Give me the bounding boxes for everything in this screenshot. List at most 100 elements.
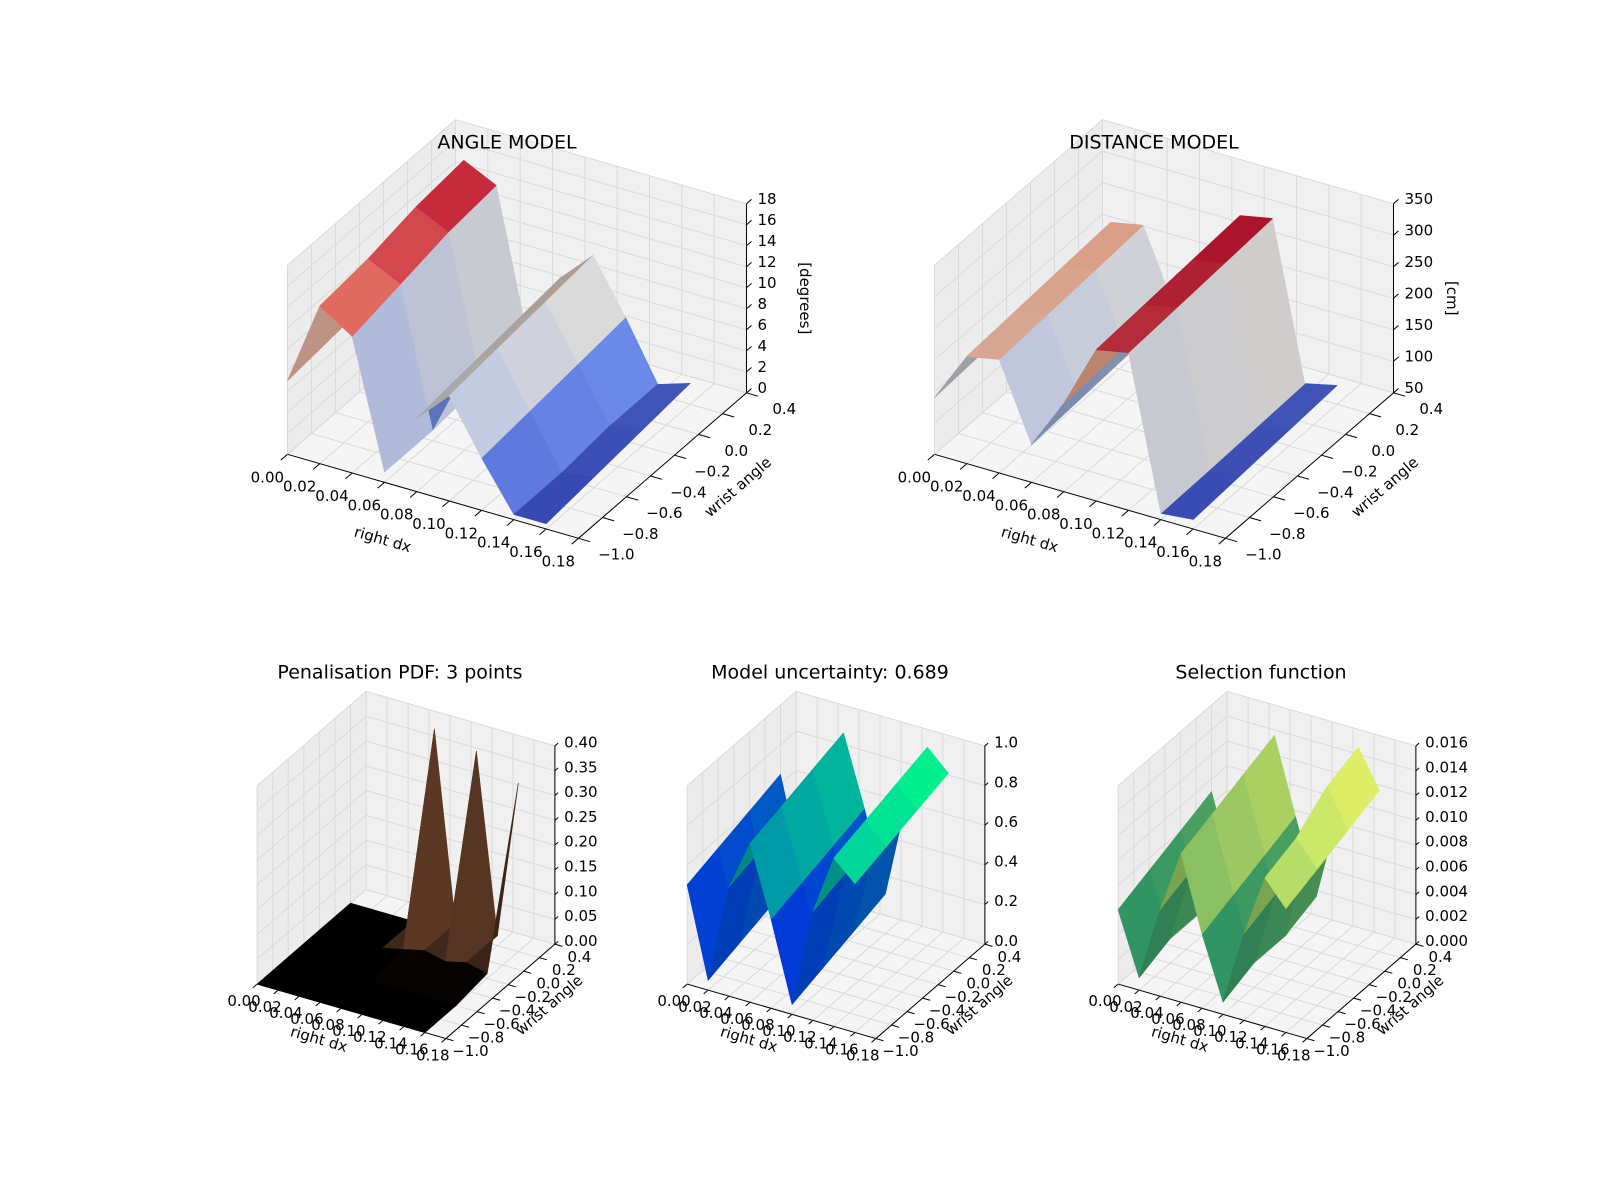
grid-line [256,715,556,811]
grid-line [256,839,556,935]
x-tick-label: 0.10 [332,1022,365,1040]
y-tick-label: −0.8 [1329,1029,1365,1047]
tick-mark [1239,1020,1245,1025]
x-axis-line [686,983,877,1040]
x-tick-label: 0.04 [962,487,995,505]
x-tick-label: 0.08 [1027,506,1060,524]
grid-line [934,213,1394,361]
tick-mark [938,984,946,988]
z-tick-label: 0.40 [564,734,597,752]
surface-facet [966,311,1048,360]
tick-mark [1415,841,1420,846]
surface-facet [749,806,803,920]
tick-mark [554,940,559,945]
tick-mark [1197,1007,1203,1013]
tick-mark [554,792,559,796]
tick-mark [539,528,547,536]
x-tick-label: 0.06 [720,1010,753,1028]
x-tick-label: 0.04 [269,1004,302,1022]
x-tick-label: 0.16 [509,543,542,561]
grid-line [934,150,1394,298]
tick-mark [476,1011,485,1015]
tick-mark [312,463,321,470]
tick-mark [554,817,559,821]
surface-facet [833,820,887,885]
tick-mark [602,517,615,522]
z-tick-label: 250 [1405,253,1434,271]
y-tick-label: 0.4 [772,400,796,418]
z-tick-label: 0.016 [1425,734,1468,752]
tick-mark [1393,388,1399,394]
tick-mark [891,1024,900,1028]
y-tick-label: 0.2 [982,961,1006,979]
tick-mark [984,940,989,945]
surface-facet [1264,838,1318,909]
x-tick-label: 0.02 [248,998,281,1016]
x-tick-label: 0.12 [353,1028,386,1046]
tick-mark [1393,356,1399,362]
z-tick-label: 0.2 [994,892,1018,910]
tick-mark [766,1007,772,1013]
chart-title: DISTANCE MODEL [1069,132,1239,154]
tick-mark [1306,1038,1315,1042]
x-tick-label: 0.06 [348,496,381,514]
tick-mark [1415,767,1420,772]
tick-mark [1369,984,1377,988]
z-tick-label: 0.004 [1425,882,1468,900]
x-tick-label: 0.14 [374,1034,407,1052]
tick-mark [1260,1026,1266,1031]
tick-mark [808,1020,814,1025]
tick-mark [724,995,730,1001]
tick-mark [1393,325,1399,331]
tick-mark [1415,792,1420,796]
x-tick-label: 0.04 [315,487,348,505]
x-tick-label: 0.02 [930,478,963,496]
tick-mark [280,453,288,461]
surface-facet [319,258,401,337]
grid-line [256,814,556,911]
x-tick-label: 0.06 [995,496,1028,514]
tick-mark [984,742,989,747]
y-tick-label: −0.4 [929,1002,965,1020]
x-tick-label: 0.00 [1088,992,1121,1010]
tick-mark [1393,230,1399,236]
tick-mark [461,1024,470,1028]
tick-mark [1415,916,1420,920]
tick-mark [745,1001,751,1007]
tick-mark [984,901,989,905]
tick-mark [906,1011,915,1015]
tick-mark [315,1001,321,1007]
x-tick-label: 0.04 [699,1004,732,1022]
z-tick-label: 0.0 [994,932,1018,950]
y-tick-label: 0.0 [1397,975,1421,993]
tick-mark [1218,537,1226,545]
tick-mark [1218,1013,1224,1019]
z-tick-label: 350 [1405,190,1434,208]
x-tick-label: 0.16 [395,1040,428,1058]
y-tick-label: 0.4 [568,948,592,966]
tick-mark [984,861,989,866]
z-tick-label: 0.6 [994,813,1018,831]
chart-title: ANGLE MODEL [437,132,577,154]
x-tick-label: 0.08 [380,506,413,524]
z-tick-label: 0.4 [994,853,1018,871]
tick-mark [746,219,752,226]
tick-mark [445,1038,454,1042]
tick-mark [1322,1024,1331,1028]
z-tick-label: 0.014 [1425,758,1468,776]
tick-mark [682,983,688,989]
tick-mark [1297,475,1310,480]
tick-mark [523,970,532,974]
tick-mark [746,240,752,247]
tick-mark [252,983,258,989]
tick-mark [1393,198,1399,205]
y-tick-label: −0.8 [1269,525,1305,543]
tick-mark [746,261,752,268]
y-tick-label: 0.4 [1429,948,1453,966]
y-tick-label: −0.8 [622,525,658,543]
x-tick-label: 0.10 [762,1022,795,1040]
chart-title: Selection function [1175,662,1346,684]
x-tick-label: 0.04 [1130,1004,1163,1022]
z-tick-label: 0.000 [1425,932,1468,950]
tick-mark [984,822,989,826]
